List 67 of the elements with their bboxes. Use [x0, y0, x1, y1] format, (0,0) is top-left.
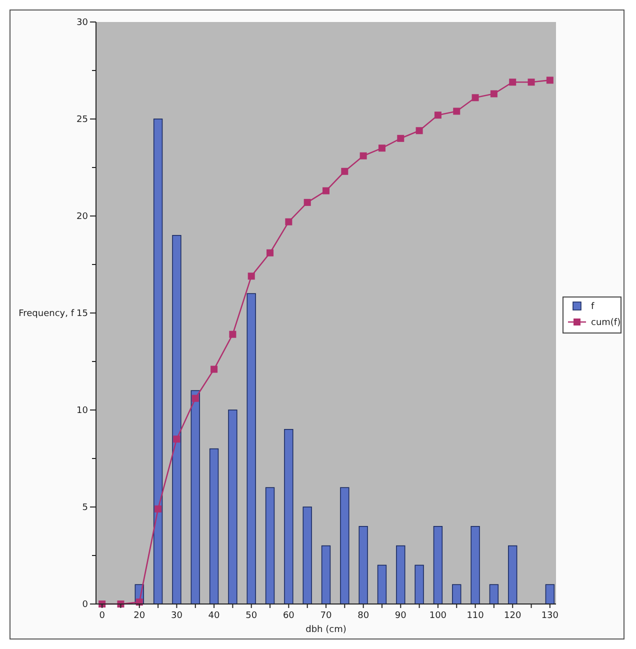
bar [265, 487, 275, 604]
point [378, 144, 386, 152]
bar [246, 293, 256, 604]
legend-label: f [591, 302, 595, 312]
x-tick-label: 80 [358, 611, 370, 621]
point [192, 394, 199, 402]
bar [284, 429, 294, 604]
bar [489, 584, 499, 604]
point [397, 134, 404, 142]
point [360, 152, 367, 160]
bar [433, 526, 443, 604]
y-tick-label: 15 [76, 309, 88, 320]
point [154, 505, 162, 512]
x-tick-label: 60 [282, 611, 295, 621]
bar [396, 545, 406, 604]
x-tick-label: 100 [429, 611, 447, 621]
point [416, 127, 423, 134]
bar [190, 390, 200, 604]
point [210, 366, 218, 373]
bar [545, 584, 555, 604]
x-tick-label: 120 [504, 611, 522, 621]
x-tick-label: 130 [541, 611, 559, 621]
point [528, 78, 535, 86]
point [453, 108, 460, 115]
y-tick-label: 30 [76, 18, 88, 28]
y-tick-label: 25 [76, 115, 88, 126]
point [322, 187, 330, 194]
bar [470, 526, 480, 604]
x-tick-label: 40 [208, 611, 220, 621]
x-tick-label: 30 [170, 611, 183, 621]
y-tick-label: 20 [76, 212, 88, 222]
bar [209, 448, 219, 604]
bar [340, 487, 350, 604]
point [546, 76, 554, 84]
point [229, 330, 236, 338]
bar [377, 564, 387, 604]
bar [302, 506, 312, 604]
bar [228, 410, 238, 604]
bar [172, 235, 182, 604]
point [472, 94, 479, 102]
point [248, 272, 255, 280]
legend-label: cum(f) [591, 318, 621, 328]
x-tick-label: 70 [320, 611, 332, 621]
bar [452, 584, 462, 604]
bar [321, 545, 331, 604]
point [266, 249, 274, 256]
y-tick-label: 5 [82, 503, 88, 514]
x-tick-label: 20 [134, 611, 146, 621]
x-tick-label: 0 [99, 611, 106, 621]
point [509, 78, 516, 86]
bar [508, 545, 518, 604]
bar [414, 564, 424, 604]
point [173, 436, 180, 443]
bar [153, 118, 163, 604]
point [341, 168, 348, 175]
x-tick-label: 110 [466, 611, 484, 621]
x-tick-label: 90 [394, 611, 407, 621]
y-tick-label: 0 [82, 600, 88, 610]
point [304, 198, 311, 206]
y-axis-title: Frequency, f [18, 309, 75, 320]
point [434, 112, 442, 119]
x-tick-label: 50 [246, 611, 258, 621]
y-tick-label: 10 [76, 406, 88, 416]
point [490, 90, 498, 98]
bar [358, 526, 368, 604]
point [285, 218, 292, 226]
x-axis-title: dbh (cm) [306, 625, 346, 635]
